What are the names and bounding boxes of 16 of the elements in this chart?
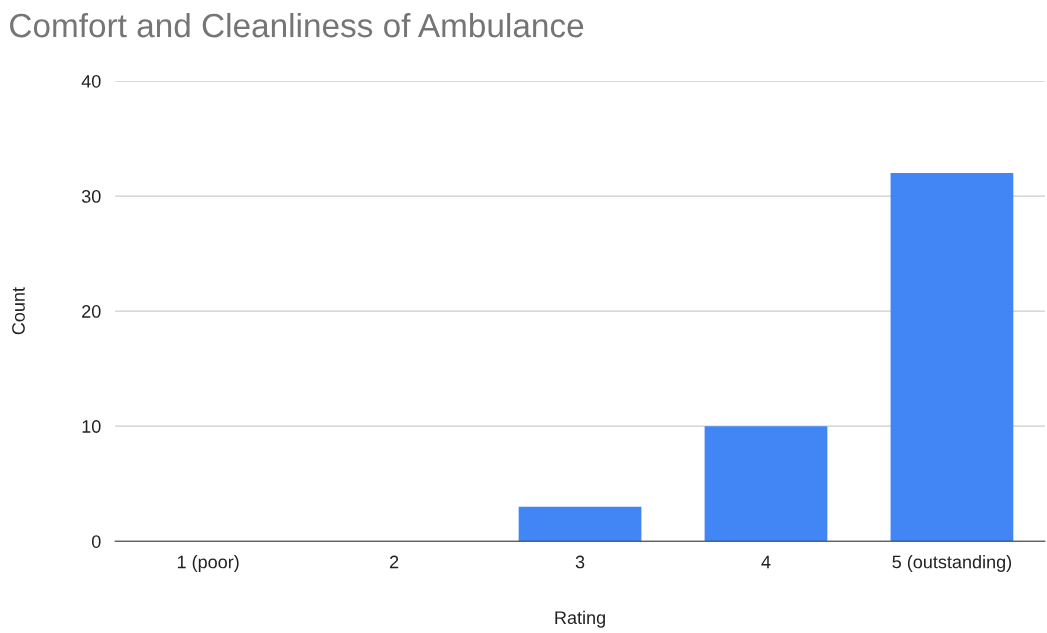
y-axis-title: Count [12,287,25,335]
y-tick-label: 40 [81,74,101,88]
x-tick-label: 2 [389,555,399,569]
y-tick-label: 10 [82,420,101,433]
bar [518,506,642,542]
x-axis-title: Rating [555,610,605,628]
y-tick-label: 20 [82,305,101,318]
bar [704,426,828,542]
x-tick-label: 4 [761,555,771,569]
x-tick-label: 1 (poor) [177,555,239,572]
y-tick-label: 0 [91,535,101,548]
x-tick-label: 5 (outstanding) [892,555,1012,572]
chart-title: Comfort and Cleanliness of Ambulance [10,12,584,38]
y-tick-label: 30 [81,190,101,203]
x-tick-label: 3 [575,555,585,569]
bar [890,173,1014,542]
